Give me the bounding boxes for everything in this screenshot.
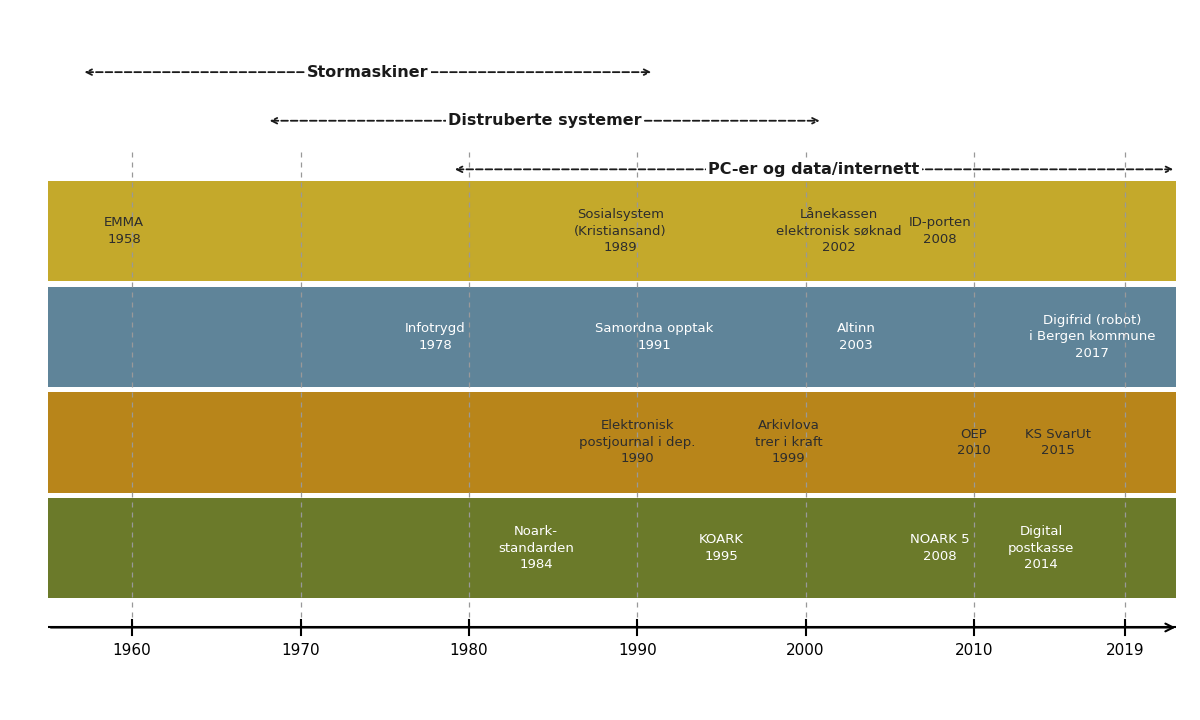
Text: 1960: 1960 bbox=[113, 643, 151, 658]
Text: 1980: 1980 bbox=[450, 643, 488, 658]
Text: 2000: 2000 bbox=[786, 643, 824, 658]
Text: Digifrid (robot)
i Bergen kommune
2017: Digifrid (robot) i Bergen kommune 2017 bbox=[1028, 314, 1156, 360]
Bar bbox=[48, 498, 1176, 598]
Text: KOARK
1995: KOARK 1995 bbox=[698, 534, 744, 563]
Text: KS SvarUt
2015: KS SvarUt 2015 bbox=[1025, 428, 1091, 457]
Text: NOARK 5
2008: NOARK 5 2008 bbox=[911, 534, 970, 563]
Text: Noark-
standarden
1984: Noark- standarden 1984 bbox=[498, 525, 574, 571]
Text: 1990: 1990 bbox=[618, 643, 656, 658]
Text: 2010: 2010 bbox=[955, 643, 994, 658]
Text: Stormaskiner: Stormaskiner bbox=[307, 65, 428, 80]
Text: Elektronisk
postjournal i dep.
1990: Elektronisk postjournal i dep. 1990 bbox=[580, 420, 696, 465]
Text: PC-er og data/internett: PC-er og data/internett bbox=[708, 162, 919, 177]
Text: ID-porten
2008: ID-porten 2008 bbox=[908, 217, 972, 246]
Text: Digital
postkasse
2014: Digital postkasse 2014 bbox=[1008, 525, 1074, 571]
Text: Arkivlova
trer i kraft
1999: Arkivlova trer i kraft 1999 bbox=[755, 420, 822, 465]
Text: Lånekassen
elektronisk søknad
2002: Lånekassen elektronisk søknad 2002 bbox=[776, 208, 902, 254]
Text: Infotrygd
1978: Infotrygd 1978 bbox=[404, 322, 466, 351]
Bar bbox=[48, 287, 1176, 387]
Text: OEP
2010: OEP 2010 bbox=[958, 428, 991, 457]
Text: 2019: 2019 bbox=[1106, 643, 1145, 658]
Text: 1970: 1970 bbox=[281, 643, 320, 658]
Text: Distruberte systemer: Distruberte systemer bbox=[448, 113, 642, 128]
Text: EMMA
1958: EMMA 1958 bbox=[104, 217, 144, 246]
Text: Altinn
2003: Altinn 2003 bbox=[836, 322, 876, 351]
Text: Sosialsystem
(Kristiansand)
1989: Sosialsystem (Kristiansand) 1989 bbox=[574, 208, 667, 254]
Bar bbox=[48, 392, 1176, 492]
Bar bbox=[48, 181, 1176, 282]
Text: Samordna opptak
1991: Samordna opptak 1991 bbox=[595, 322, 713, 351]
